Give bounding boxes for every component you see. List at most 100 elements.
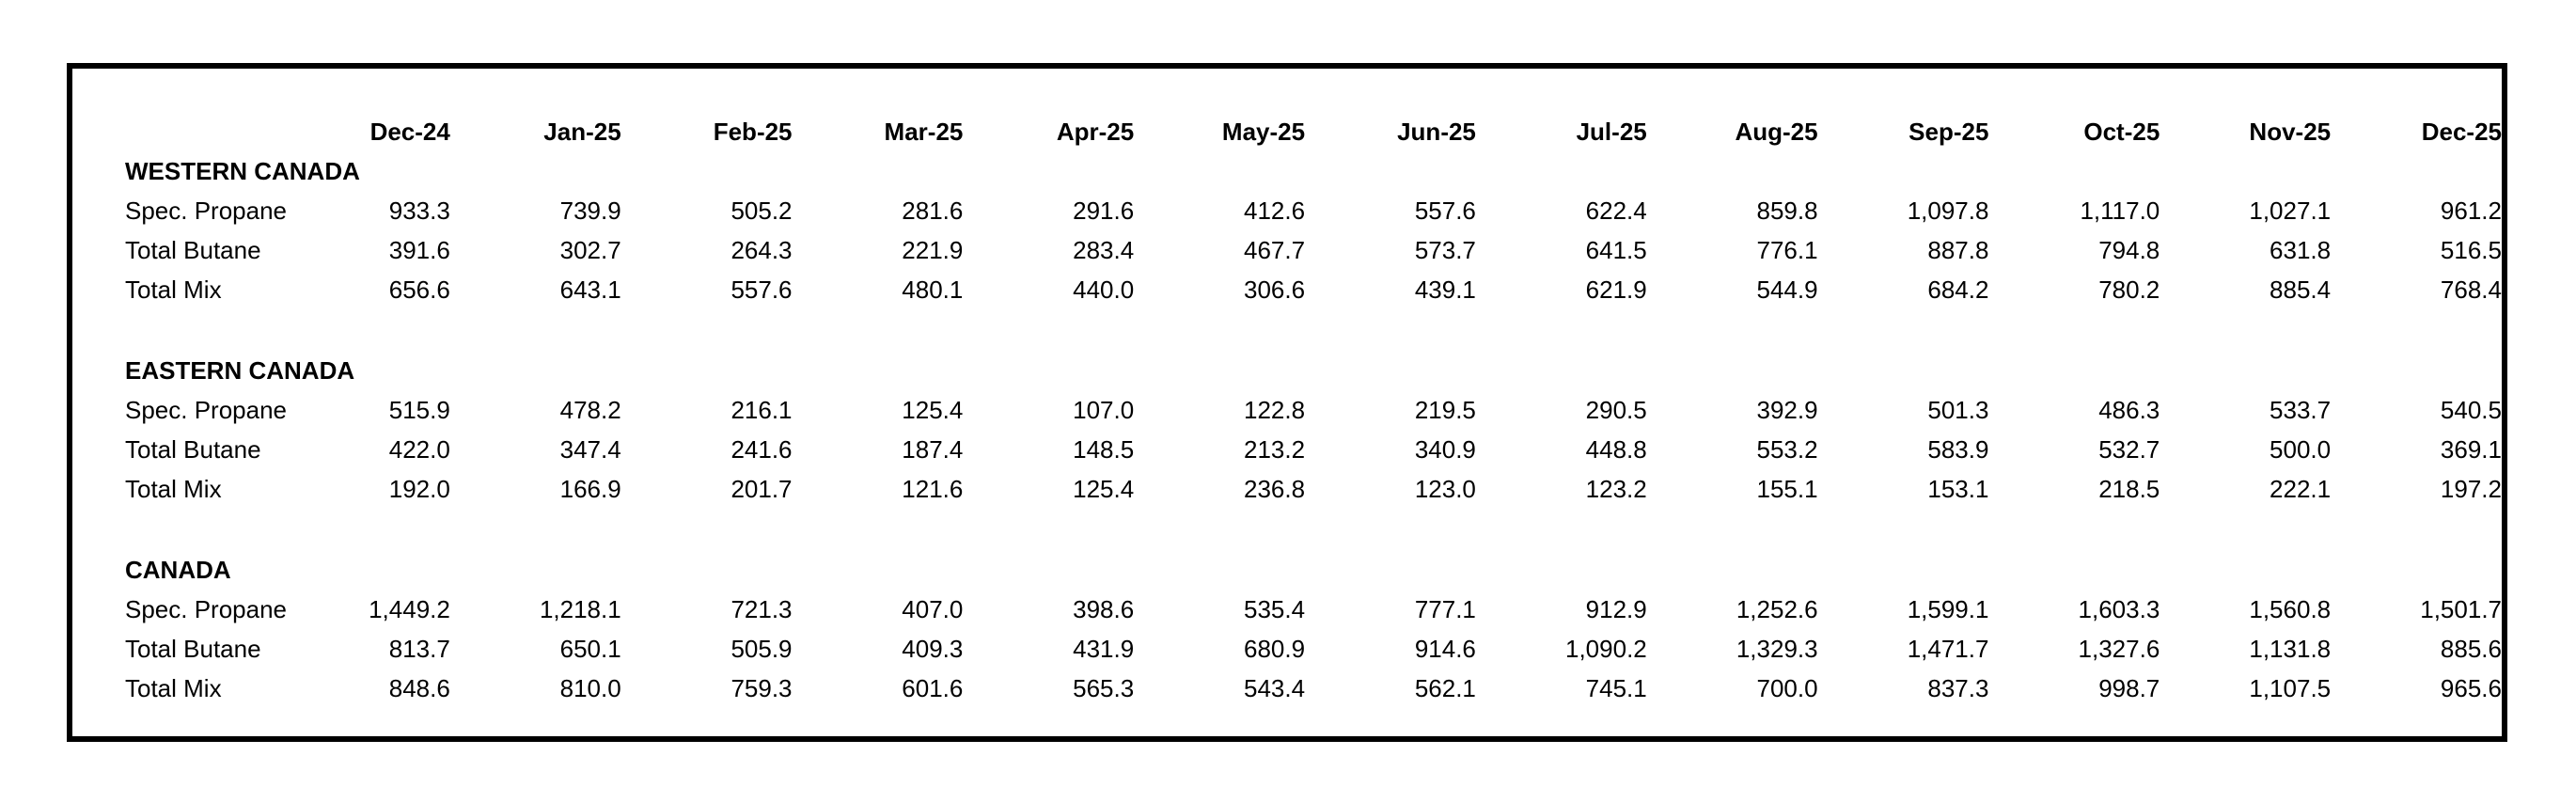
- row-label: Total Mix: [125, 474, 222, 503]
- month-header-apr-25: Apr-25: [1056, 117, 1135, 146]
- value-cell: 222.1: [2270, 474, 2332, 503]
- value-cell: 290.5: [1585, 395, 1647, 424]
- row-label: Spec. Propane: [125, 594, 288, 623]
- value-cell: 780.2: [2098, 275, 2160, 304]
- month-header-jun-25: Jun-25: [1397, 117, 1476, 146]
- value-cell: 153.1: [1927, 474, 1989, 503]
- value-cell: 505.9: [730, 634, 793, 663]
- value-cell: 306.6: [1243, 275, 1306, 304]
- section-title: WESTERN CANADA: [125, 156, 360, 185]
- value-cell: 1,131.8: [2249, 634, 2332, 663]
- value-cell: 123.0: [1414, 474, 1476, 503]
- value-cell: 439.1: [1414, 275, 1476, 304]
- value-cell: 213.2: [1243, 434, 1306, 464]
- value-cell: 643.1: [559, 275, 621, 304]
- value-cell: 641.5: [1585, 235, 1647, 264]
- value-cell: 1,117.0: [2080, 196, 2160, 225]
- data-row: Spec. Propane 1,449.2 1,218.1 721.3 407.0 398…: [72, 590, 2502, 629]
- value-cell: 369.1: [2440, 434, 2502, 464]
- value-cell: 631.8: [2270, 235, 2332, 264]
- value-cell: 422.0: [388, 434, 450, 464]
- value-cell: 236.8: [1243, 474, 1306, 503]
- month-header-nov-25: Nov-25: [2249, 117, 2332, 146]
- value-cell: 933.3: [388, 196, 450, 225]
- section-title-row: EASTERN CANADA: [72, 351, 2502, 390]
- value-cell: 340.9: [1414, 434, 1476, 464]
- value-cell: 887.8: [1927, 235, 1989, 264]
- data-row: Total Butane 422.0 347.4 241.6 187.4 148.5 213…: [72, 430, 2502, 469]
- month-header-may-25: May-25: [1221, 117, 1306, 146]
- row-label: Total Butane: [125, 634, 261, 663]
- value-cell: 121.6: [902, 474, 964, 503]
- value-cell: 283.4: [1073, 235, 1135, 264]
- value-cell: 480.1: [902, 275, 964, 304]
- month-header-oct-25: Oct-25: [2083, 117, 2160, 146]
- spacer-cell: [72, 309, 2502, 351]
- value-cell: 601.6: [902, 673, 964, 702]
- value-cell: 125.4: [1073, 474, 1135, 503]
- value-cell: 409.3: [902, 634, 964, 663]
- value-cell: 565.3: [1073, 673, 1135, 702]
- data-row: Total Mix 848.6 810.0 759.3 601.6 565.3 543.4 5…: [72, 669, 2502, 708]
- data-row: Total Mix 656.6 643.1 557.6 480.1 440.0 306.6 4…: [72, 270, 2502, 309]
- value-cell: 122.8: [1243, 395, 1306, 424]
- value-cell: 573.7: [1414, 235, 1476, 264]
- value-cell: 650.1: [559, 634, 621, 663]
- value-cell: 562.1: [1414, 673, 1476, 702]
- value-cell: 1,471.7: [1907, 634, 1989, 663]
- value-cell: 684.2: [1927, 275, 1989, 304]
- value-cell: 516.5: [2440, 235, 2502, 264]
- row-label: Total Mix: [125, 673, 222, 702]
- value-cell: 500.0: [2270, 434, 2332, 464]
- month-header-dec-25: Dec-25: [2421, 117, 2502, 146]
- section-spacer: [72, 309, 2502, 351]
- spacer-cell: [72, 509, 2502, 550]
- value-cell: 1,027.1: [2249, 196, 2332, 225]
- section-title-row: CANADA: [72, 550, 2502, 590]
- value-cell: 553.2: [1756, 434, 1818, 464]
- value-cell: 1,252.6: [1736, 594, 1818, 623]
- value-cell: 302.7: [559, 235, 621, 264]
- value-cell: 1,449.2: [369, 594, 450, 623]
- value-cell: 467.7: [1243, 235, 1306, 264]
- section-title-row: WESTERN CANADA: [72, 151, 2502, 191]
- value-cell: 1,327.6: [2078, 634, 2160, 663]
- value-cell: 201.7: [730, 474, 793, 503]
- value-cell: 478.2: [559, 395, 621, 424]
- value-cell: 532.7: [2098, 434, 2160, 464]
- value-cell: 965.6: [2440, 673, 2502, 702]
- value-cell: 540.5: [2440, 395, 2502, 424]
- value-cell: 486.3: [2098, 395, 2160, 424]
- corner-cell: [72, 112, 279, 151]
- value-cell: 123.2: [1585, 474, 1647, 503]
- value-cell: 1,090.2: [1565, 634, 1647, 663]
- value-cell: 745.1: [1585, 673, 1647, 702]
- value-cell: 1,501.7: [2420, 594, 2502, 623]
- value-cell: 535.4: [1243, 594, 1306, 623]
- month-header-aug-25: Aug-25: [1735, 117, 1818, 146]
- value-cell: 407.0: [902, 594, 964, 623]
- value-cell: 777.1: [1414, 594, 1476, 623]
- section-spacer: [72, 509, 2502, 550]
- value-cell: 1,599.1: [1907, 594, 1989, 623]
- value-cell: 794.8: [2098, 235, 2160, 264]
- month-header-jan-25: Jan-25: [543, 117, 621, 146]
- value-cell: 412.6: [1243, 196, 1306, 225]
- value-cell: 197.2: [2440, 474, 2502, 503]
- value-cell: 621.9: [1585, 275, 1647, 304]
- value-cell: 241.6: [730, 434, 793, 464]
- value-cell: 218.5: [2098, 474, 2160, 503]
- value-cell: 543.4: [1243, 673, 1306, 702]
- value-cell: 219.5: [1414, 395, 1476, 424]
- value-cell: 721.3: [730, 594, 793, 623]
- value-cell: 221.9: [902, 235, 964, 264]
- month-header-dec-24: Dec-24: [369, 117, 450, 146]
- value-cell: 347.4: [559, 434, 621, 464]
- value-cell: 914.6: [1414, 634, 1476, 663]
- value-cell: 700.0: [1756, 673, 1818, 702]
- value-cell: 810.0: [559, 673, 621, 702]
- value-cell: 505.2: [730, 196, 793, 225]
- row-label: Spec. Propane: [125, 395, 288, 424]
- value-cell: 264.3: [730, 235, 793, 264]
